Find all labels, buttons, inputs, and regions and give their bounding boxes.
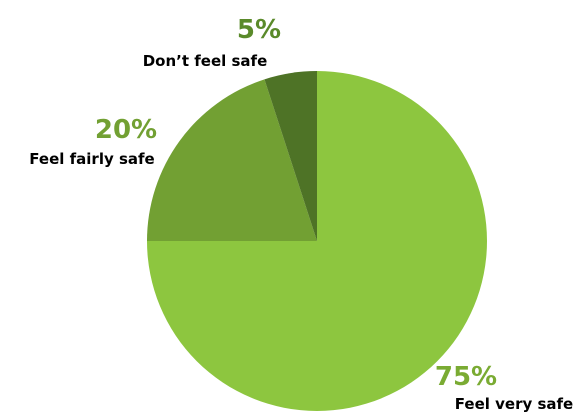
slice-label-feel-very-safe: 75% Feel very safe — [435, 362, 573, 413]
category-label-dont-feel-safe: Don’t feel safe — [143, 52, 268, 70]
pie-slices — [147, 71, 487, 411]
slice-label-dont-feel-safe: 5% Don’t feel safe — [143, 15, 281, 70]
category-label-feel-fairly-safe: Feel fairly safe — [29, 150, 154, 168]
percent-label-feel-very-safe: 75% — [435, 362, 497, 392]
pie-slice-don-t-feel-safe — [264, 71, 317, 241]
percent-label-feel-fairly-safe: 20% — [95, 115, 157, 145]
category-label-feel-very-safe: Feel very safe — [455, 395, 573, 413]
slice-label-feel-fairly-safe: 20% Feel fairly safe — [29, 115, 157, 168]
pie-slice-feel-fairly-safe — [147, 79, 317, 241]
percent-label-dont-feel-safe: 5% — [237, 15, 281, 45]
